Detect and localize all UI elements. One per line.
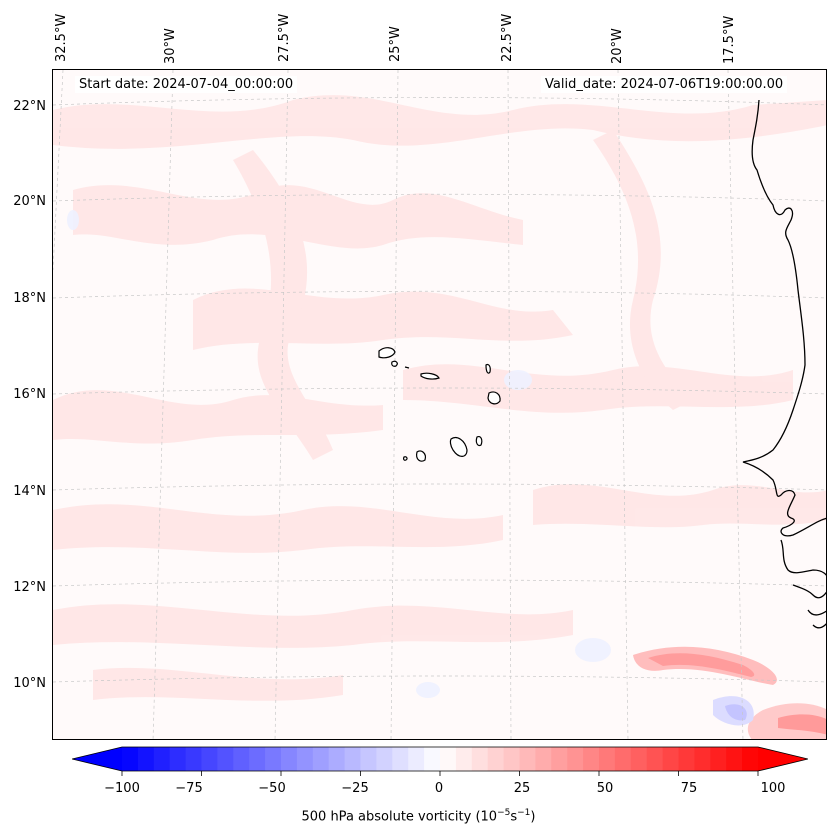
colorbar-tick-label: 75 — [680, 781, 698, 796]
colorbar-segment — [328, 747, 346, 771]
colorbar-segment — [614, 747, 632, 771]
lon-label: 27.5°W — [277, 13, 292, 62]
colorbar — [72, 746, 808, 776]
vorticity-field — [53, 95, 826, 701]
colorbar-segment — [503, 747, 521, 771]
lat-label: 12°N — [13, 580, 46, 595]
colorbar-segment — [742, 747, 759, 771]
colorbar-segment — [726, 747, 743, 771]
units-exp1: −5 — [497, 808, 511, 818]
colorbar-tick-label: −50 — [258, 781, 286, 796]
units-base: (10 — [475, 809, 498, 825]
colorbar-segment — [408, 747, 425, 771]
colorbar-segment — [678, 747, 695, 771]
colorbar-segment — [185, 747, 203, 771]
start-date-label: Start date: 2024-07-04_00:00:00 — [75, 76, 298, 93]
map-canvas — [53, 70, 826, 739]
colorbar-segment — [424, 747, 441, 771]
negative-vorticity-patches — [67, 210, 611, 698]
colorbar-segment — [217, 747, 234, 771]
cape-verde-islands — [378, 347, 501, 462]
valid-date-label: Valid_date: 2024-07-06T19:00:00.00 — [541, 76, 788, 93]
colorbar-segment — [519, 747, 536, 771]
coastline — [742, 99, 826, 629]
colorbar-segment — [265, 747, 282, 771]
colorbar-segment — [646, 747, 664, 771]
colorbar-segment — [392, 747, 409, 771]
colorbar-title: 500 hPa absolute vorticity (10−5s−1) — [0, 808, 837, 824]
colorbar-segment — [281, 747, 298, 771]
colorbar-segment — [376, 747, 393, 771]
colorbar-variable: 500 hPa absolute vorticity — [301, 809, 472, 825]
lat-label: 16°N — [13, 387, 46, 402]
colorbar-segment — [201, 747, 218, 771]
colorbar-segment — [137, 747, 155, 771]
colorbar-segment — [296, 747, 314, 771]
lon-label: 32.5°W — [54, 13, 69, 62]
lon-label: 22.5°W — [500, 13, 515, 62]
lon-label: 17.5°W — [722, 15, 737, 64]
colorbar-segment — [249, 747, 266, 771]
colorbar-segment — [599, 747, 616, 771]
colorbar-segment — [551, 747, 568, 771]
colorbar-extend-high — [758, 747, 808, 771]
colorbar-tick-label: −25 — [341, 781, 369, 796]
units-end: ) — [530, 809, 536, 825]
colorbar-tick-label: 25 — [513, 781, 531, 796]
colorbar-tick-label: 0 — [434, 781, 444, 796]
colorbar-tick-label: −100 — [104, 781, 140, 796]
colorbar-segment — [694, 747, 711, 771]
colorbar-segment — [630, 747, 648, 771]
colorbar-tick-label: −75 — [175, 781, 203, 796]
colorbar-segment — [360, 747, 377, 771]
colorbar-segment — [153, 747, 171, 771]
units-exp2: −1 — [517, 808, 531, 818]
vorticity-map — [52, 69, 827, 740]
colorbar-segment — [233, 747, 250, 771]
lon-label: 25°W — [388, 26, 403, 62]
colorbar-segment — [122, 747, 139, 771]
units-mid: s — [510, 809, 518, 825]
vorticity-band — [633, 646, 826, 739]
colorbar-segment — [487, 747, 505, 771]
colorbar-tick-label: 100 — [760, 781, 786, 796]
lat-label: 14°N — [13, 484, 46, 499]
colorbar-segment — [440, 747, 457, 771]
lon-label: 20°W — [610, 28, 625, 64]
colorbar-segment — [583, 747, 600, 771]
lat-label: 10°N — [13, 676, 46, 691]
lat-label: 22°N — [13, 99, 46, 114]
colorbar-segment — [344, 747, 362, 771]
colorbar-segment — [662, 747, 680, 771]
colorbar-extend-low — [72, 747, 122, 771]
lon-label: 30°W — [163, 28, 178, 64]
colorbar-segment — [567, 747, 584, 771]
colorbar-segment — [312, 747, 330, 771]
lat-label: 18°N — [13, 291, 46, 306]
colorbar-segment — [455, 747, 473, 771]
colorbar-segment — [710, 747, 727, 771]
graticule — [53, 70, 826, 739]
colorbar-segment — [471, 747, 489, 771]
colorbar-segment — [169, 747, 187, 771]
colorbar-tick-label: 50 — [596, 781, 614, 796]
lat-label: 20°N — [13, 194, 46, 209]
colorbar-segment — [535, 747, 552, 771]
